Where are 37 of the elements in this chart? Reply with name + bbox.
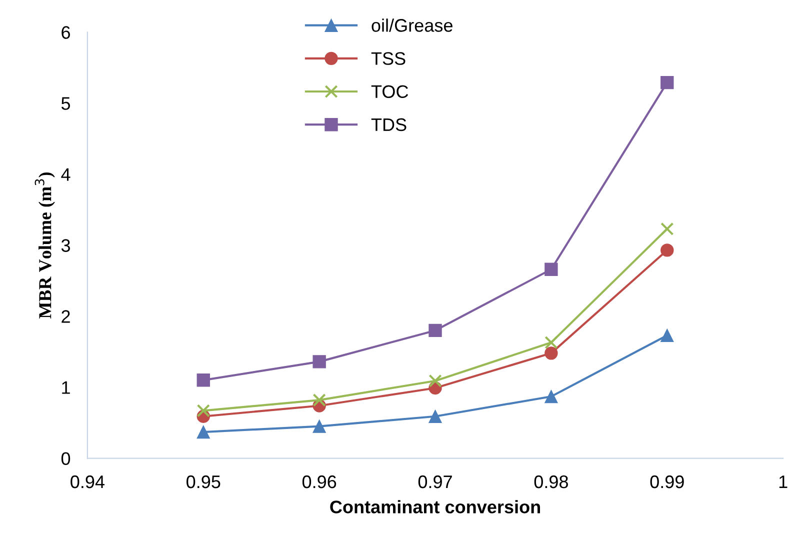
point [196, 404, 210, 418]
y-tick-label: 3 [61, 239, 70, 252]
legend-label: TOC [371, 85, 408, 98]
point [196, 425, 210, 439]
x-axis-title: Contaminant conversion [330, 500, 540, 514]
x-tick-label: 0.95 [186, 475, 220, 488]
y-tick-label: 6 [62, 26, 70, 39]
legend-label: TDS [371, 118, 406, 132]
legend-label: TSS [371, 52, 406, 65]
point [544, 336, 558, 350]
point [660, 76, 674, 90]
legend-label: oil/Grease [372, 18, 452, 32]
x-tick-label: 0.99 [650, 475, 684, 488]
y-axis-title: MBR Volume (m$^{3}$) [34, 172, 55, 318]
point [660, 222, 674, 236]
point [544, 346, 558, 360]
y-tick-label: 5 [61, 97, 70, 110]
point [544, 262, 558, 276]
point [428, 410, 442, 423]
point [660, 328, 674, 342]
point [312, 355, 326, 368]
y-tick-label: 4 [61, 168, 70, 181]
x-tick-label: 0.98 [534, 475, 568, 488]
y-tick-label: 0 [61, 452, 70, 465]
point [660, 244, 674, 257]
x-tick-label: 0.96 [302, 475, 336, 488]
x-tick-label: 0.94 [70, 475, 104, 488]
point [428, 374, 442, 388]
point [312, 393, 326, 407]
x-tick-label: 0.97 [418, 475, 452, 488]
y-tick-label: 2 [62, 310, 70, 323]
point [196, 374, 210, 387]
x-tick-label: 1 [779, 476, 788, 488]
point [428, 324, 442, 338]
point [544, 390, 558, 404]
point [312, 420, 326, 433]
y-tick-label: 1 [62, 381, 70, 394]
